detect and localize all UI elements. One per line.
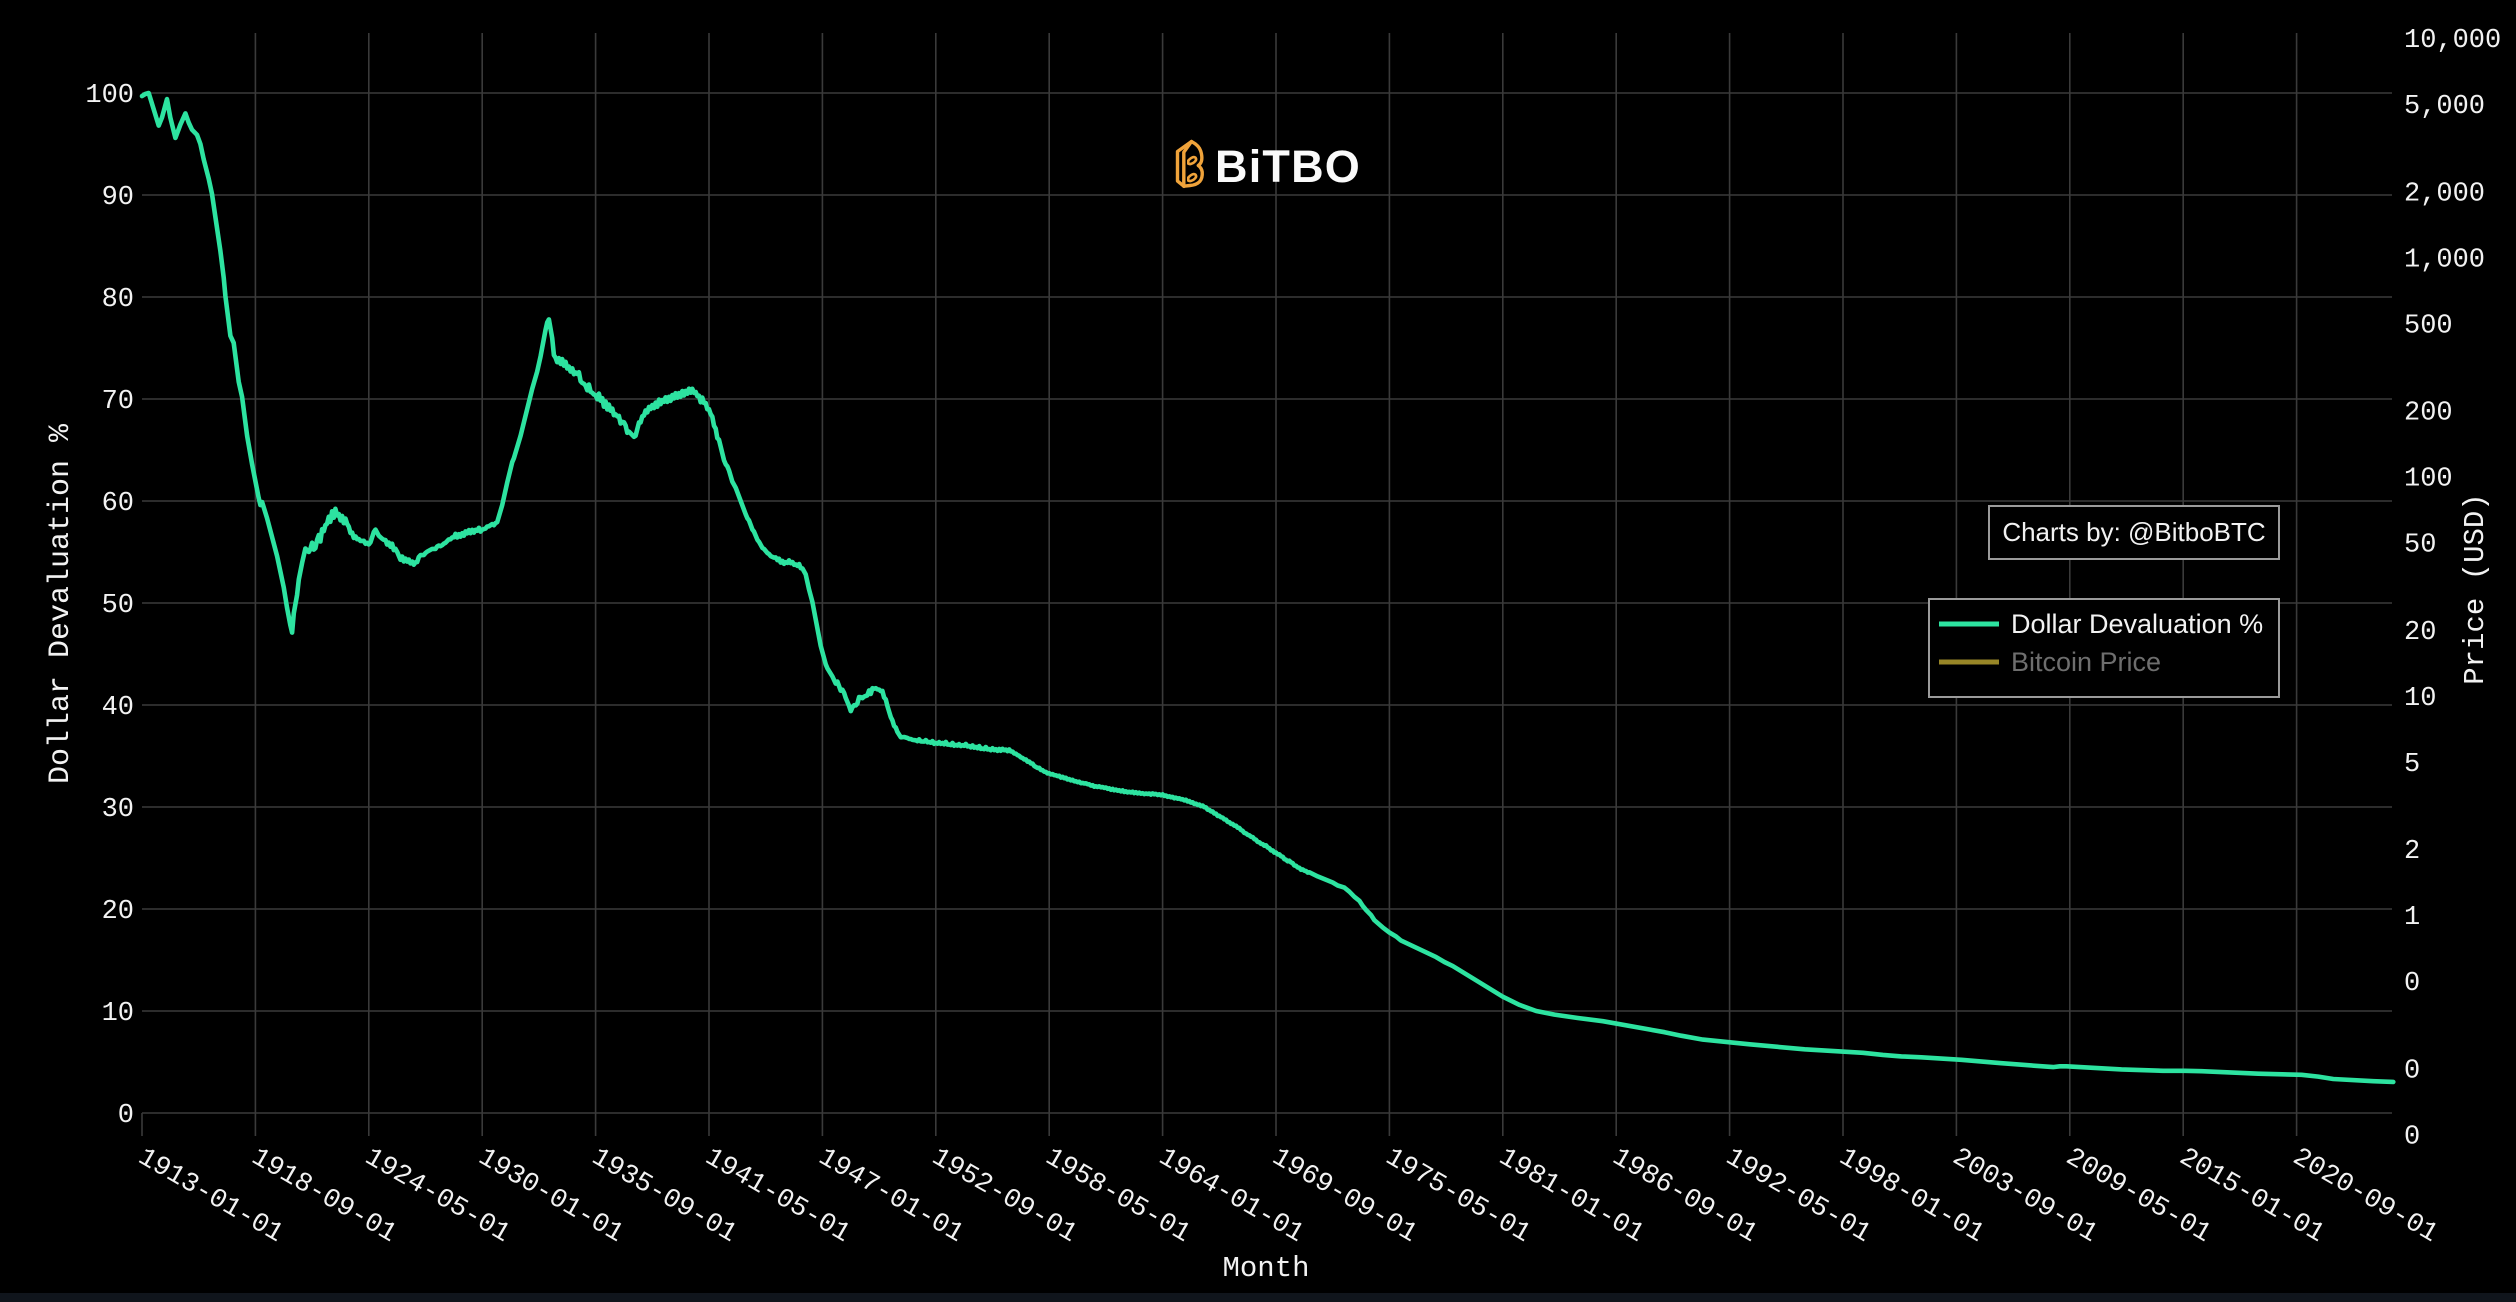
svg-text:20: 20	[2404, 618, 2436, 648]
svg-text:Charts by: @BitboBTC: Charts by: @BitboBTC	[2002, 517, 2265, 547]
svg-text:60: 60	[102, 489, 134, 519]
svg-text:70: 70	[102, 387, 134, 417]
svg-text:50: 50	[2404, 531, 2436, 561]
svg-text:5: 5	[2404, 750, 2420, 780]
svg-text:40: 40	[102, 693, 134, 723]
svg-text:10: 10	[102, 999, 134, 1029]
svg-text:2,000: 2,000	[2404, 179, 2485, 209]
svg-text:0: 0	[2404, 1123, 2420, 1153]
svg-text:0: 0	[2404, 969, 2420, 999]
svg-text:BiTBO: BiTBO	[1215, 141, 1361, 192]
svg-text:10,000: 10,000	[2404, 26, 2501, 56]
svg-text:50: 50	[102, 591, 134, 621]
svg-text:1,000: 1,000	[2404, 245, 2485, 275]
svg-text:0: 0	[118, 1101, 134, 1131]
svg-text:500: 500	[2404, 311, 2453, 341]
svg-text:Dollar Devaluation %: Dollar Devaluation %	[2011, 609, 2263, 639]
svg-text:100: 100	[85, 81, 134, 111]
svg-text:20: 20	[102, 897, 134, 927]
svg-text:30: 30	[102, 795, 134, 825]
svg-text:Dollar Devaluation %: Dollar Devaluation %	[44, 423, 78, 784]
svg-text:5,000: 5,000	[2404, 92, 2485, 122]
svg-text:2: 2	[2404, 837, 2420, 867]
svg-text:Bitcoin Price: Bitcoin Price	[2011, 647, 2161, 677]
svg-text:200: 200	[2404, 399, 2453, 429]
svg-text:10: 10	[2404, 684, 2436, 714]
svg-text:1: 1	[2404, 903, 2420, 933]
svg-text:100: 100	[2404, 465, 2453, 495]
svg-text:0: 0	[2404, 1057, 2420, 1087]
svg-text:Month: Month	[1222, 1252, 1309, 1285]
svg-text:90: 90	[102, 183, 134, 213]
svg-text:Price (USD): Price (USD)	[2459, 493, 2492, 684]
svg-text:80: 80	[102, 285, 134, 315]
